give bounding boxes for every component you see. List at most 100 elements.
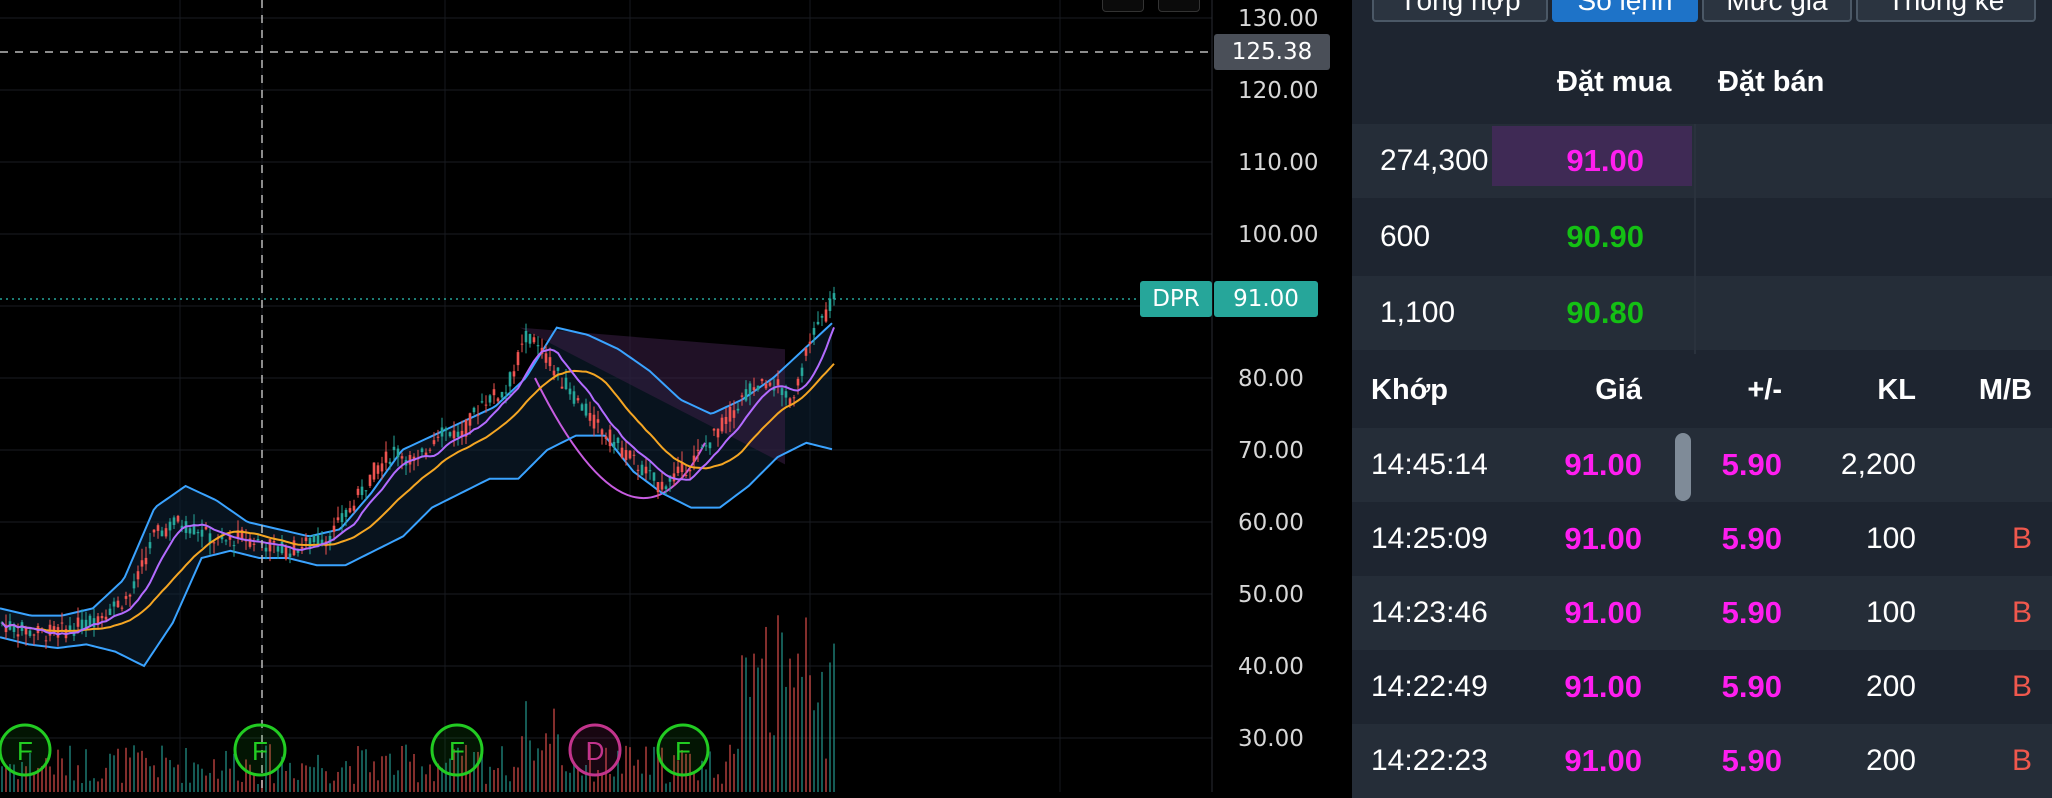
symbol-tag: DPR	[1140, 281, 1212, 317]
trade-row[interactable]: 14:23:46 91.00 5.90 100 B	[1352, 576, 2052, 650]
candle-body	[28, 630, 32, 636]
volume-bar	[577, 769, 579, 792]
event-marker-label: F	[17, 736, 33, 766]
trade-time: 14:22:23	[1371, 744, 1488, 777]
candle-body	[584, 403, 588, 416]
candle-body	[340, 513, 344, 523]
candle-body	[320, 539, 324, 546]
candle-body	[792, 397, 796, 399]
tab-tong-hop[interactable]: Tổng hợp	[1372, 0, 1548, 22]
volume-bar	[213, 759, 215, 792]
tab-so-lenh[interactable]: Sổ lệnh	[1552, 0, 1698, 22]
candle-body	[132, 581, 136, 589]
volume-bar	[641, 773, 643, 792]
volume-bar	[109, 753, 111, 792]
volume-bar	[205, 775, 207, 792]
chart-toolbar-button[interactable]	[1158, 0, 1200, 12]
volume-bar	[53, 774, 55, 792]
volume-bar	[521, 736, 523, 792]
volume-bar	[273, 783, 275, 792]
y-axis-label: 40.00	[1238, 654, 1304, 680]
event-marker	[568, 723, 622, 777]
candle-body	[812, 328, 816, 335]
trades-scrollbar[interactable]	[1675, 433, 1691, 501]
candle-body	[608, 429, 612, 447]
candle-body	[220, 534, 224, 540]
trade-row[interactable]: 14:25:09 91.00 5.90 100 B	[1352, 502, 2052, 576]
volume-bar	[697, 780, 699, 792]
volume-bar	[117, 748, 119, 792]
candle-body	[108, 608, 112, 616]
bollinger-lower-line	[0, 434, 833, 668]
volume-bar	[153, 765, 155, 792]
volume-bar	[665, 783, 667, 792]
volume-bar	[365, 749, 367, 792]
candle-body	[364, 490, 368, 492]
volume-bar	[141, 750, 143, 792]
volume-bar	[789, 658, 791, 792]
volume-bar	[733, 753, 735, 792]
volume-bar	[329, 783, 331, 792]
candle-body	[172, 517, 176, 525]
y-axis-label: 30.00	[1238, 726, 1304, 752]
trade-time: 14:45:14	[1371, 448, 1488, 481]
volume-bar	[173, 767, 175, 792]
chart-toolbar-button[interactable]	[1102, 0, 1144, 12]
candle-body	[4, 624, 8, 633]
trade-price: 91.00	[1564, 743, 1642, 778]
volume-bar	[229, 768, 231, 792]
trade-price: 91.00	[1564, 521, 1642, 556]
candle-body	[56, 627, 60, 638]
volume-bar	[457, 747, 459, 792]
candle-body	[96, 616, 100, 624]
candle-body	[124, 596, 128, 599]
buy-header: Đặt mua	[1557, 66, 1672, 98]
candle-body	[620, 447, 624, 458]
candle-body	[296, 549, 300, 553]
trade-price: 91.00	[1564, 447, 1642, 482]
y-axis-label: 100.00	[1238, 222, 1319, 248]
candle-body	[536, 345, 540, 347]
volume-bar	[193, 762, 195, 792]
orderbook-row[interactable]: 274,300 91.00	[1352, 124, 2052, 198]
volume-bar	[341, 767, 343, 792]
tab-thong-ke[interactable]: Thống kê	[1856, 0, 2036, 22]
candle-body	[740, 395, 744, 397]
volume-bar	[785, 686, 787, 792]
volume-bar	[745, 657, 747, 792]
candle-body	[164, 528, 168, 537]
volume-bar	[421, 766, 423, 792]
candle-body	[212, 542, 216, 544]
candle-body	[224, 540, 228, 542]
header-price: Giá	[1595, 374, 1642, 406]
candle-body	[456, 431, 460, 437]
orderbook-row[interactable]: 600 90.90	[1352, 200, 2052, 274]
candle-body	[592, 414, 596, 429]
volume-bar	[453, 749, 455, 792]
volume-bar	[717, 774, 719, 792]
trade-row[interactable]: 14:45:14 91.00 5.90 2,200	[1352, 428, 2052, 502]
volume-bar	[477, 751, 479, 792]
volume-bar	[741, 655, 743, 792]
candle-body	[176, 515, 180, 522]
order-panel: Tổng hợp Sổ lệnh Mức giá Thống kê Đặt mu…	[1352, 0, 2052, 798]
volume-bar	[41, 765, 43, 792]
tab-muc-gia[interactable]: Mức giá	[1702, 0, 1852, 22]
candle-body	[816, 321, 820, 325]
candle-body	[372, 462, 376, 480]
candle-body	[700, 446, 704, 448]
volume-bar	[425, 774, 427, 792]
candle-body	[484, 404, 488, 406]
y-axis-label: 80.00	[1238, 366, 1304, 392]
trade-row[interactable]: 14:22:23 91.00 5.90 200 B	[1352, 724, 2052, 798]
volume-bar	[633, 765, 635, 792]
volume-bar	[333, 780, 335, 792]
trade-row[interactable]: 14:22:49 91.00 5.90 200 B	[1352, 650, 2052, 724]
volume-bar	[529, 740, 531, 792]
orderbook-row[interactable]: 1,100 90.80	[1352, 276, 2052, 350]
candle-body	[464, 419, 468, 437]
volume-bar	[501, 746, 503, 792]
volume-bar	[241, 781, 243, 792]
